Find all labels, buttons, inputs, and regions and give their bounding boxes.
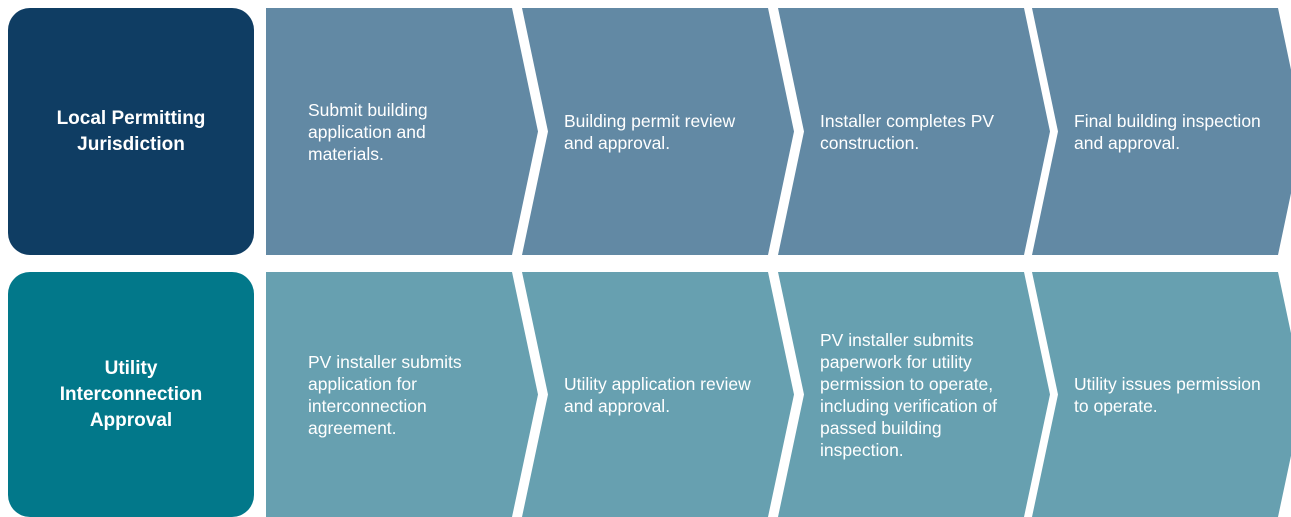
step-chevron (266, 8, 538, 255)
step-text: PV installer submits application for int… (308, 351, 462, 438)
step-text-container: Submit building application and material… (308, 99, 428, 164)
step-text: Utility application review and approval. (564, 373, 751, 416)
row-label-container: Local Permitting Jurisdiction (56, 107, 206, 155)
step-text: Utility issues permission to operate. (1074, 373, 1261, 416)
step-text: Submit building application and material… (308, 99, 428, 164)
step-text-container: Final building inspection and approval. (1074, 110, 1261, 153)
step-text: PV installer submits paperwork for utili… (820, 329, 998, 460)
row-label-container: Utility Interconnection Approval (59, 357, 203, 431)
step-text-container: Installer completes PV construction. (820, 110, 995, 153)
step-text-container: Utility application review and approval. (564, 373, 751, 416)
step-text-container: Building permit review and approval. (564, 110, 736, 153)
step-chevron (1032, 8, 1291, 255)
row-label-box (8, 8, 254, 255)
step-text-container: Utility issues permission to operate. (1074, 373, 1261, 416)
step-chevron (778, 8, 1050, 255)
step-chevron (522, 8, 794, 255)
step-chevron (778, 272, 1050, 517)
step-text-container: PV installer submits paperwork for utili… (820, 329, 998, 460)
row-label: Local Permitting Jurisdiction (56, 107, 206, 155)
step-chevron (522, 272, 794, 517)
row-label: Utility Interconnection Approval (59, 357, 203, 431)
step-text: Building permit review and approval. (564, 110, 736, 153)
step-chevron (1032, 272, 1291, 517)
step-text: Installer completes PV construction. (820, 110, 995, 153)
step-text: Final building inspection and approval. (1074, 110, 1261, 153)
step-chevron (266, 272, 538, 517)
row-label-box (8, 272, 254, 517)
step-text-container: PV installer submits application for int… (308, 351, 462, 438)
